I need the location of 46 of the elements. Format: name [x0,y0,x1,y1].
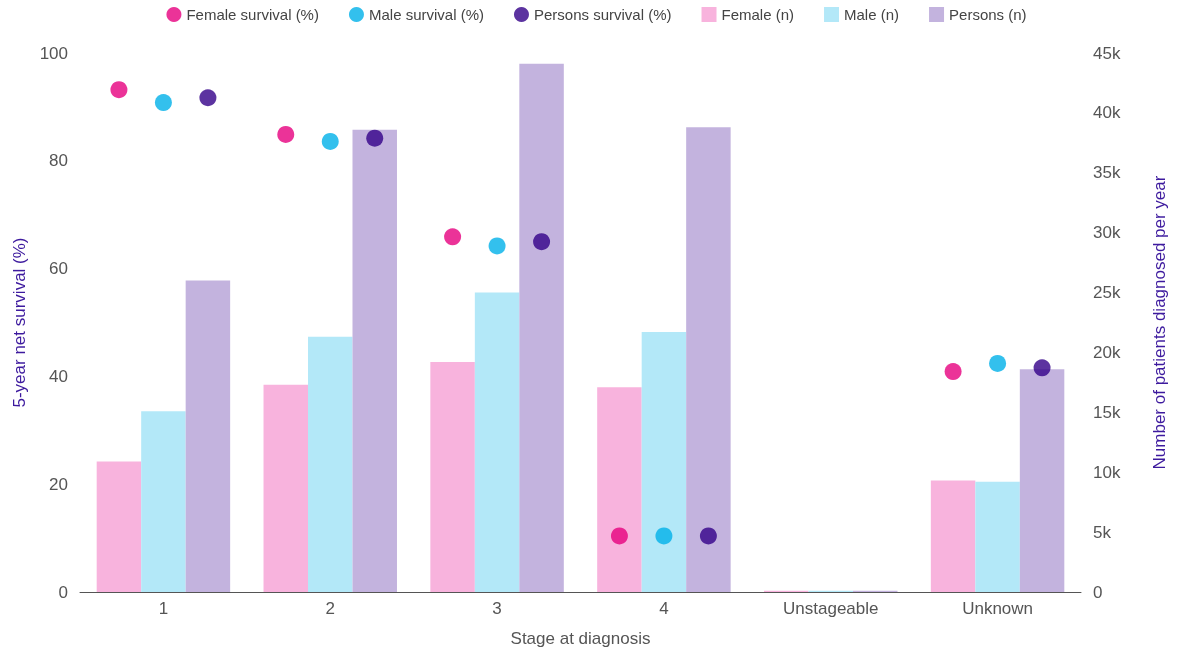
bar [686,127,731,592]
x-tick-label: Unknown [962,599,1034,618]
legend-label: Male survival (%) [368,6,484,23]
x-tick-label: 2 [325,599,335,618]
y2-tick-label: 45k [1093,43,1121,63]
y-tick-label: 80 [49,151,68,171]
bar [308,336,353,592]
legend-label: Female survival (%) [186,6,319,23]
bar [930,480,976,592]
y2-tick-label: 0 [1093,582,1103,602]
bar [641,332,687,592]
x-tick-label: 3 [492,599,502,618]
bar [474,292,520,592]
legend-label: Persons survival (%) [533,6,672,23]
bar [519,63,564,592]
bar [975,481,1020,592]
x-tick-label: 4 [659,599,669,618]
y2-tick-label: 40k [1093,103,1121,123]
y2-tick-label: 30k [1093,223,1121,243]
bar [1019,369,1065,592]
y-tick-label: 40 [49,366,68,386]
bar [96,461,142,592]
bar [597,387,642,592]
y-axis-title: 5-year net survival (%) [10,237,29,408]
legend-label: Male (n) [844,6,900,23]
bar [352,129,397,592]
y2-tick-label: 5k [1093,522,1112,542]
bar [185,280,231,592]
y2-tick-label: 35k [1093,163,1121,183]
x-tick-label: Unstageable [783,599,879,618]
legend-label: Persons (n) [949,6,1027,23]
x-tick-label: 1 [158,599,169,618]
y2-tick-label: 25k [1093,283,1121,303]
y2-axis-title: Number of patients diagnosed per year [1150,175,1169,470]
x-axis-title: Stage at diagnosis [510,629,651,648]
y-tick-label: 20 [49,474,68,494]
bar [141,411,186,592]
y-tick-label: 0 [58,582,68,602]
bar [263,384,309,592]
y2-tick-label: 10k [1093,462,1121,482]
y2-tick-label: 15k [1093,402,1121,422]
y-tick-label: 100 [39,43,68,63]
legend-label: Female (n) [721,6,795,23]
bar [430,362,475,592]
y-tick-label: 60 [49,259,68,279]
y2-tick-label: 20k [1093,342,1121,362]
